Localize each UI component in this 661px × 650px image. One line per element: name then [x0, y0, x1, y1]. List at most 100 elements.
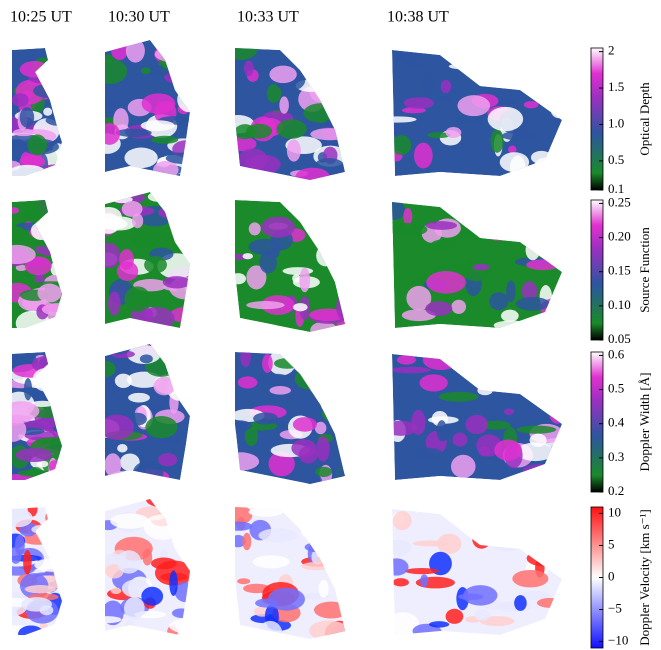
- map-blob: [326, 214, 345, 221]
- map-blob: [105, 414, 134, 441]
- map-blob: [119, 453, 140, 472]
- map-blob: [517, 202, 529, 212]
- map-blob: [238, 148, 268, 171]
- map-blob: [430, 239, 455, 252]
- map-blob: [23, 377, 33, 401]
- map-blob: [313, 601, 345, 619]
- map-blob: [529, 354, 562, 361]
- map-blob: [105, 40, 116, 45]
- map-blob: [246, 301, 285, 310]
- map-blob: [50, 262, 59, 276]
- map-blob: [140, 307, 175, 328]
- map-blob: [448, 63, 484, 70]
- map-blob: [279, 96, 289, 114]
- map-blob: [532, 216, 546, 243]
- map-blob: [301, 561, 332, 571]
- map-blob: [487, 106, 524, 132]
- map-blob: [321, 403, 345, 425]
- map-blob: [267, 587, 305, 611]
- map-blob: [111, 41, 128, 61]
- map-blob: [163, 344, 173, 358]
- map-blob: [139, 354, 153, 364]
- map-blob: [51, 202, 62, 213]
- map-blob: [131, 213, 144, 229]
- map-blob: [425, 301, 453, 317]
- map-blob: [158, 453, 178, 467]
- colorbar-tick-label: 0.25: [608, 194, 631, 209]
- map-blob: [510, 54, 528, 69]
- map-blob: [493, 320, 529, 328]
- map-blob: [392, 135, 412, 156]
- map-blob: [12, 401, 40, 421]
- map-blob: [132, 460, 164, 480]
- map-panel: [235, 352, 345, 484]
- map-blob: [246, 265, 267, 290]
- map-blob: [235, 48, 259, 60]
- map-blob: [318, 200, 345, 212]
- map-blob: [255, 598, 279, 608]
- map-blob: [519, 591, 550, 600]
- map-blob: [121, 200, 143, 217]
- map-blob: [235, 273, 246, 285]
- map-panel: [235, 200, 345, 332]
- map-blob: [12, 225, 27, 243]
- map-blob: [468, 513, 480, 529]
- map-blob: [309, 620, 345, 639]
- map-blob: [318, 579, 329, 598]
- map-blob: [428, 621, 450, 628]
- map-panel: [235, 507, 345, 639]
- map-blob: [170, 502, 190, 510]
- colorbar-label: Doppler Velocity [km s⁻¹]: [637, 509, 652, 646]
- map-blob: [509, 155, 526, 176]
- map-blob: [392, 558, 409, 576]
- map-blob: [438, 391, 479, 402]
- map-blob: [45, 77, 55, 89]
- colorbar-tick-label: 0: [608, 568, 615, 583]
- map-panel: [12, 200, 62, 328]
- map-blob: [411, 409, 426, 436]
- map-blob: [520, 50, 543, 66]
- map-blob: [117, 444, 128, 453]
- colorbar-tick-label: 1.0: [608, 115, 624, 130]
- map-blob: [334, 532, 345, 555]
- map-panel: [12, 507, 62, 635]
- map-blob: [235, 420, 253, 432]
- colorbar-tick-label: −10: [608, 633, 628, 648]
- map-blob: [170, 306, 190, 323]
- map-blob: [240, 352, 251, 367]
- map-blob: [41, 222, 50, 230]
- map-blob: [23, 549, 32, 575]
- column-title: 10:38 UT: [387, 9, 449, 26]
- map-blob: [547, 372, 562, 392]
- map-blob: [394, 53, 420, 62]
- colorbar-tick-label: 0.10: [608, 297, 631, 312]
- map-blob: [262, 175, 272, 180]
- map-blob: [428, 416, 459, 424]
- colorbar-tick-label: 0.20: [608, 229, 631, 244]
- map-blob: [24, 585, 56, 594]
- map-blob: [452, 432, 468, 447]
- map-blob: [316, 244, 335, 267]
- map-blob: [481, 420, 511, 430]
- map-blob: [268, 451, 295, 477]
- map-blob: [512, 570, 549, 588]
- map-blob: [403, 207, 413, 226]
- map-blob: [143, 65, 171, 77]
- map-blob: [105, 616, 122, 624]
- map-blob: [108, 291, 121, 316]
- map-blob: [39, 622, 49, 630]
- map-blob: [105, 213, 121, 234]
- map-blob: [298, 446, 318, 464]
- map-blob: [166, 499, 176, 511]
- map-blob: [38, 322, 53, 328]
- map-blob: [548, 239, 562, 256]
- map-blob: [141, 93, 176, 114]
- map-blob: [392, 366, 431, 374]
- colorbar-label: Optical Depth: [637, 82, 652, 156]
- map-blob: [420, 574, 429, 588]
- map-blob: [140, 168, 152, 176]
- map-blob: [27, 507, 38, 517]
- colorbar-tick-label: 1.5: [608, 79, 624, 94]
- map-blob: [412, 540, 449, 547]
- map-blob: [110, 587, 122, 595]
